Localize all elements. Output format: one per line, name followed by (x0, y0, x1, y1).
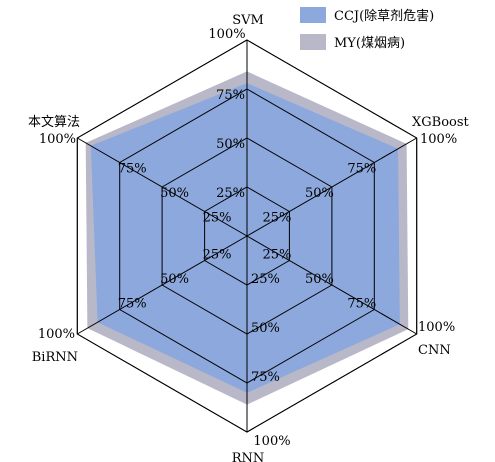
tick-label-4-50: 50% (160, 272, 189, 287)
series-area-1 (90, 83, 400, 393)
tick-label-1-25: 25% (262, 211, 291, 226)
axis-label-0: SVM (232, 13, 264, 28)
axis-label-3: RNN (232, 451, 265, 462)
axis-lines-layer (76, 39, 418, 433)
tick-label-0-75: 75% (216, 88, 245, 103)
axis-spoke-5 (77, 137, 248, 237)
axis-max-label-0: 100% (208, 27, 245, 42)
tick-label-1-75: 75% (347, 162, 376, 177)
legend-label-my: MY(煤烟病) (334, 36, 405, 51)
axis-spoke-1 (246, 137, 417, 237)
tick-label-3-25: 25% (251, 272, 280, 287)
tick-label-5-75: 75% (118, 162, 147, 177)
legend: CCJ(除草剂危害) MY(煤烟病) (300, 7, 434, 51)
tick-label-3-50: 50% (251, 321, 280, 336)
tick-label-0-50: 50% (216, 137, 245, 152)
tick-label-5-50: 50% (160, 186, 189, 201)
legend-label-ccj: CCJ(除草剂危害) (334, 8, 434, 24)
axis-max-label-2: 100% (418, 320, 455, 335)
tick-label-1-50: 50% (305, 186, 334, 201)
axis-max-label-4: 100% (38, 327, 75, 342)
tick-label-2-50: 50% (305, 272, 334, 287)
tick-label-2-25: 25% (262, 248, 291, 263)
axis-label-2: CNN (418, 343, 451, 358)
tick-label-2-75: 75% (347, 297, 376, 312)
axis-labels-layer: SVM100%XGBoost100%CNN100%RNN100%BiRNN100… (28, 13, 470, 462)
tick-labels-layer: 25% 50% 75% 25% 50% 75% 25% 50% 75% 25% 50% 75% 25% 5… (118, 88, 377, 385)
axis-max-label-3: 100% (253, 434, 290, 449)
tick-label-3-75: 75% (251, 370, 280, 385)
axis-label-4: BiRNN (32, 350, 78, 365)
tick-label-5-25: 25% (203, 211, 232, 226)
legend-swatch-my (300, 34, 326, 50)
tick-label-0-25: 25% (216, 186, 245, 201)
axis-label-5: 本文算法 (28, 115, 80, 130)
legend-swatch-ccj (300, 7, 326, 23)
tick-label-4-25: 25% (203, 248, 232, 263)
axis-label-1: XGBoost (412, 115, 470, 130)
axis-max-label-5: 100% (39, 132, 76, 147)
tick-label-4-75: 75% (118, 297, 147, 312)
axis-spoke-4 (77, 235, 248, 335)
axis-max-label-1: 100% (420, 132, 457, 147)
axis-spoke-2 (246, 235, 417, 335)
